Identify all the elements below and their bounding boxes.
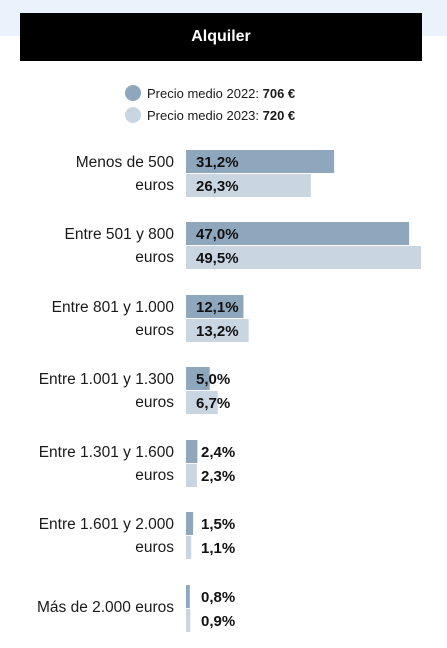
legend-value-2023: 720 €	[262, 107, 296, 123]
bar-2023	[186, 609, 191, 632]
bar-2022	[186, 150, 335, 173]
bar-2022	[186, 295, 244, 318]
category-label: Entre 801 y 1.000 euros	[52, 299, 175, 339]
legend-swatch-2023	[125, 107, 141, 123]
legend-swatch-2022	[125, 85, 141, 101]
legend-label-2023: Precio medio 2023:	[147, 107, 263, 123]
value-label: 6,7%	[196, 395, 230, 412]
chart-title: Alquiler	[191, 28, 251, 45]
legend-label-2022: Precio medio 2022:	[147, 85, 263, 101]
category-label: Entre 1.601 y 2.000 euros	[39, 516, 175, 556]
category-label: Entre 501 y 800 euros	[65, 226, 175, 266]
bar-2022	[186, 512, 194, 535]
legend-value-2022: 706 €	[262, 85, 296, 101]
value-label: 13,2%	[196, 323, 239, 340]
value-label: 2,3%	[201, 468, 235, 485]
value-label: 47,0%	[196, 226, 239, 243]
category-label: Entre 1.001 y 1.300 euros	[39, 371, 175, 411]
category-label: Más de 2.000 euros	[37, 599, 174, 616]
category-label: Menos de 500 euros	[76, 154, 175, 194]
bar-2023	[186, 246, 421, 269]
bar-2022	[186, 222, 410, 245]
value-label: 0,9%	[201, 613, 235, 630]
bar-2023	[186, 391, 218, 414]
bar-2023	[186, 536, 192, 559]
value-label: 31,2%	[196, 154, 239, 171]
value-label: 1,5%	[201, 516, 235, 533]
bar-2023	[186, 174, 311, 197]
legend: Precio medio 2022: 706 € Precio medio 20…	[125, 82, 295, 126]
bar-2022	[186, 367, 210, 390]
value-label: 1,1%	[201, 540, 235, 557]
bar-2023	[186, 319, 249, 342]
legend-item-2022: Precio medio 2022: 706 €	[125, 82, 295, 104]
value-label: 2,4%	[201, 444, 235, 461]
legend-item-2023: Precio medio 2023: 720 €	[125, 104, 295, 126]
value-label: 12,1%	[196, 299, 239, 316]
bar-2023	[186, 464, 197, 487]
value-label: 5,0%	[196, 371, 230, 388]
chart-header: Alquiler	[20, 13, 422, 61]
value-label: 26,3%	[196, 178, 239, 195]
bar-2022	[186, 585, 190, 608]
value-label: 0,8%	[201, 589, 235, 606]
bar-2022	[186, 440, 198, 463]
value-label: 49,5%	[196, 250, 239, 267]
category-label: Entre 1.301 y 1.600 euros	[39, 444, 175, 484]
